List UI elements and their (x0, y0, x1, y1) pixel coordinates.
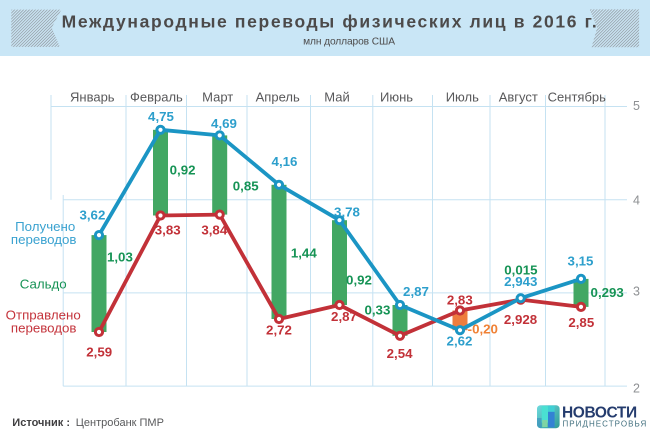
svg-text:2,54: 2,54 (387, 346, 413, 361)
svg-text:Апрель: Апрель (256, 90, 300, 105)
svg-text:5: 5 (633, 99, 640, 113)
svg-text:Февраль: Февраль (130, 90, 183, 105)
svg-text:2,87: 2,87 (403, 284, 429, 299)
svg-text:2: 2 (633, 382, 640, 396)
svg-text:Май: Май (324, 90, 349, 105)
svg-text:4,75: 4,75 (148, 109, 174, 124)
svg-text:Центробанк ПМР: Центробанк ПМР (76, 417, 164, 429)
svg-text:переводов: переводов (11, 321, 77, 336)
svg-text:2,85: 2,85 (568, 315, 594, 330)
svg-text:2,83: 2,83 (447, 292, 473, 307)
svg-text:млн долларов США: млн долларов США (303, 37, 395, 48)
svg-text:4,69: 4,69 (211, 116, 237, 131)
svg-text:3,78: 3,78 (334, 205, 360, 220)
svg-text:2,59: 2,59 (86, 345, 112, 360)
svg-text:2,87: 2,87 (331, 309, 357, 324)
svg-text:3,83: 3,83 (155, 223, 181, 238)
svg-text:Июнь: Июнь (380, 90, 413, 105)
svg-text:0,33: 0,33 (364, 303, 390, 318)
svg-text:Международные переводы физичес: Международные переводы физических лиц в … (62, 11, 599, 31)
svg-text:Сальдо: Сальдо (20, 277, 67, 292)
svg-text:0,92: 0,92 (346, 273, 372, 288)
svg-text:0,85: 0,85 (233, 178, 259, 193)
svg-text:Источник :: Источник : (12, 417, 70, 429)
svg-text:ПРИДНЕСТРОВЬЯ: ПРИДНЕСТРОВЬЯ (563, 420, 648, 429)
svg-text:Март: Март (202, 90, 233, 105)
svg-text:4,16: 4,16 (272, 154, 298, 169)
svg-text:Отправлено: Отправлено (6, 308, 81, 323)
svg-text:Август: Август (499, 90, 538, 105)
svg-text:0,293: 0,293 (591, 285, 624, 300)
svg-text:Июль: Июль (446, 90, 479, 105)
svg-text:НОВОСТИ: НОВОСТИ (562, 405, 637, 422)
svg-text:3,84: 3,84 (201, 223, 227, 238)
svg-text:0,92: 0,92 (170, 163, 196, 178)
svg-text:1,44: 1,44 (291, 246, 317, 261)
svg-text:Январь: Январь (70, 90, 115, 105)
svg-text:-0,20: -0,20 (468, 322, 498, 337)
svg-text:Получено: Получено (15, 219, 75, 234)
svg-text:3,15: 3,15 (568, 253, 594, 268)
svg-text:переводов: переводов (11, 232, 77, 247)
svg-text:4: 4 (633, 194, 640, 208)
svg-text:Сентябрь: Сентябрь (548, 90, 606, 105)
svg-text:2,62: 2,62 (447, 333, 473, 348)
svg-text:3,62: 3,62 (79, 208, 105, 223)
svg-text:2,72: 2,72 (266, 322, 292, 337)
svg-text:1,03: 1,03 (107, 250, 133, 265)
svg-text:2,928: 2,928 (504, 312, 537, 327)
svg-text:0,015: 0,015 (504, 263, 538, 278)
svg-text:3: 3 (633, 285, 640, 299)
svg-text:2,943: 2,943 (504, 274, 537, 289)
